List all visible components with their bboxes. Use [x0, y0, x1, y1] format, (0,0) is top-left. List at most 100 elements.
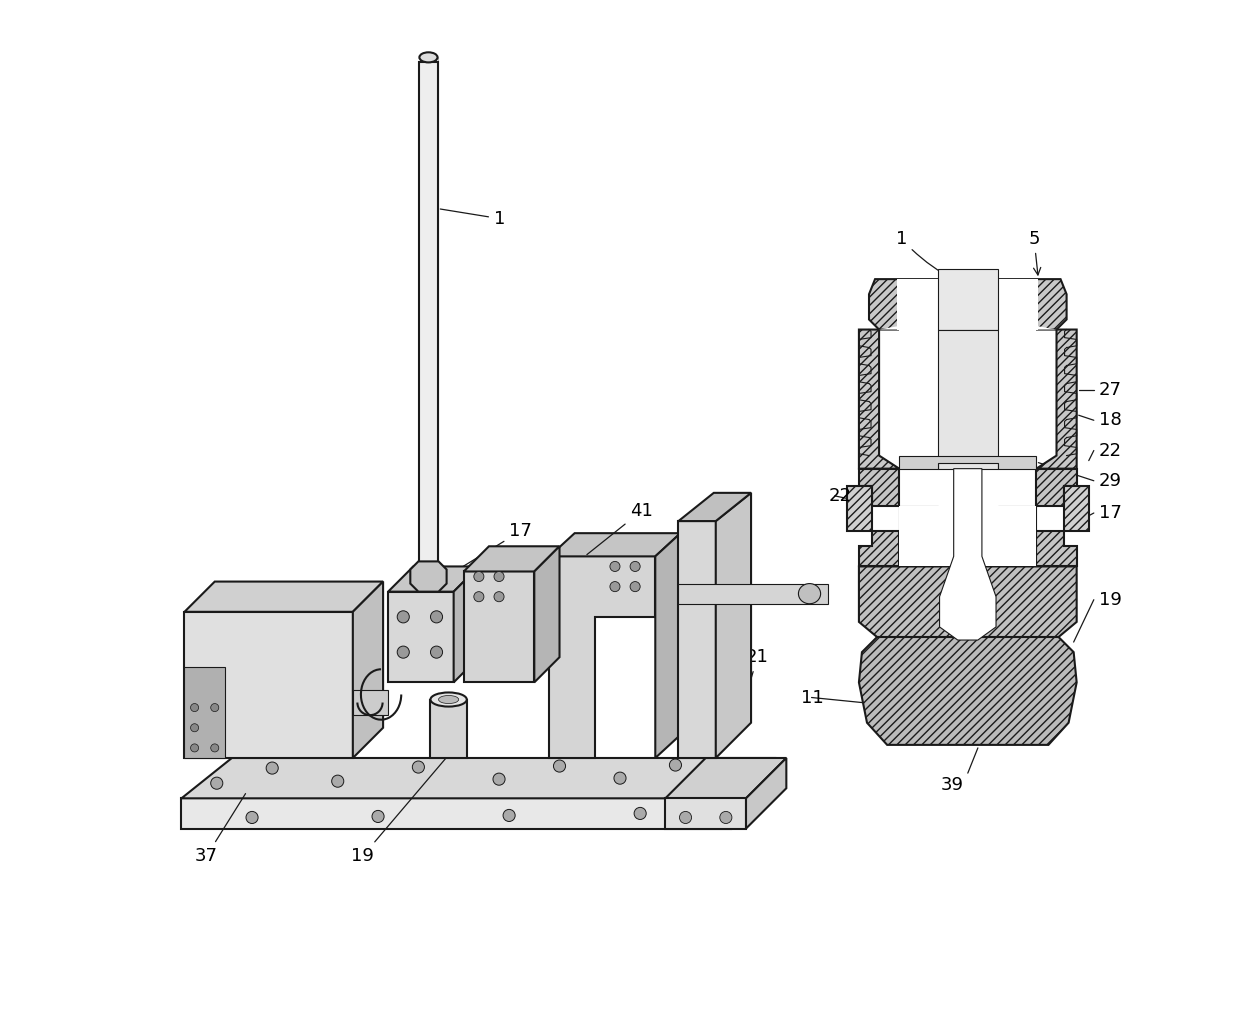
- Polygon shape: [859, 329, 899, 469]
- Text: 21: 21: [742, 648, 769, 710]
- Circle shape: [372, 810, 384, 823]
- Polygon shape: [388, 592, 454, 683]
- Polygon shape: [899, 456, 1037, 469]
- Polygon shape: [1037, 531, 1076, 566]
- Bar: [419, 62, 438, 576]
- Bar: [898, 279, 1038, 329]
- Circle shape: [267, 762, 278, 774]
- Circle shape: [474, 571, 484, 582]
- Circle shape: [634, 807, 646, 820]
- Bar: [937, 329, 998, 469]
- Circle shape: [246, 811, 258, 824]
- Polygon shape: [185, 612, 353, 758]
- Circle shape: [610, 582, 620, 592]
- Polygon shape: [464, 571, 534, 683]
- Text: 17: 17: [1099, 504, 1122, 522]
- Ellipse shape: [417, 568, 440, 580]
- Circle shape: [670, 759, 682, 771]
- Text: 41: 41: [587, 502, 653, 555]
- Polygon shape: [410, 561, 446, 592]
- Polygon shape: [869, 279, 1066, 329]
- Polygon shape: [666, 798, 746, 829]
- Text: 1: 1: [440, 210, 506, 228]
- Text: 1: 1: [897, 230, 954, 279]
- Polygon shape: [879, 325, 1056, 329]
- Polygon shape: [534, 547, 559, 683]
- Polygon shape: [388, 566, 479, 592]
- Text: 22: 22: [828, 486, 852, 505]
- Text: 11: 11: [801, 689, 825, 706]
- Polygon shape: [859, 531, 899, 566]
- Polygon shape: [1064, 485, 1089, 531]
- Circle shape: [719, 811, 732, 824]
- Polygon shape: [655, 533, 681, 758]
- Polygon shape: [454, 566, 479, 683]
- Circle shape: [709, 805, 722, 818]
- Polygon shape: [859, 637, 1076, 745]
- Circle shape: [211, 703, 218, 711]
- Text: 19: 19: [1099, 591, 1122, 609]
- Circle shape: [397, 611, 409, 622]
- Bar: [937, 269, 998, 329]
- Polygon shape: [1037, 329, 1076, 469]
- Text: 5: 5: [1028, 230, 1040, 275]
- Bar: [185, 667, 224, 758]
- Circle shape: [430, 646, 443, 658]
- Polygon shape: [1037, 469, 1076, 506]
- Circle shape: [630, 561, 640, 571]
- Text: 17: 17: [449, 522, 532, 575]
- Polygon shape: [998, 506, 1037, 566]
- Bar: [678, 584, 810, 604]
- Circle shape: [191, 703, 198, 711]
- Ellipse shape: [439, 696, 459, 703]
- Ellipse shape: [799, 584, 821, 604]
- Bar: [899, 506, 1037, 566]
- Circle shape: [494, 773, 505, 785]
- Text: 29: 29: [1099, 472, 1122, 490]
- Polygon shape: [549, 556, 655, 758]
- Polygon shape: [859, 469, 899, 506]
- Circle shape: [211, 744, 218, 752]
- Polygon shape: [353, 582, 383, 758]
- Circle shape: [430, 611, 443, 622]
- Circle shape: [413, 761, 424, 773]
- Bar: [810, 584, 827, 604]
- Polygon shape: [847, 485, 872, 531]
- Circle shape: [614, 772, 626, 784]
- Polygon shape: [181, 758, 776, 798]
- Circle shape: [191, 724, 198, 732]
- Polygon shape: [746, 758, 786, 829]
- Polygon shape: [666, 758, 786, 798]
- Polygon shape: [678, 521, 715, 758]
- Polygon shape: [730, 758, 776, 829]
- Polygon shape: [940, 469, 996, 640]
- Polygon shape: [859, 566, 1076, 637]
- Text: 27: 27: [1099, 381, 1122, 399]
- Polygon shape: [549, 533, 681, 556]
- Text: 37: 37: [195, 794, 246, 865]
- Ellipse shape: [419, 52, 438, 62]
- Circle shape: [630, 582, 640, 592]
- Polygon shape: [464, 547, 559, 571]
- Circle shape: [191, 744, 198, 752]
- Polygon shape: [899, 506, 937, 566]
- Circle shape: [680, 811, 692, 824]
- Text: 19: 19: [351, 757, 446, 865]
- Circle shape: [503, 809, 515, 822]
- Circle shape: [474, 592, 484, 602]
- Circle shape: [553, 760, 565, 772]
- Text: 18: 18: [1099, 411, 1122, 429]
- Polygon shape: [715, 493, 751, 758]
- Circle shape: [331, 775, 343, 787]
- Circle shape: [494, 592, 505, 602]
- Text: 39: 39: [941, 776, 965, 794]
- Polygon shape: [185, 582, 383, 612]
- Bar: [353, 691, 388, 714]
- Circle shape: [397, 646, 409, 658]
- Text: 22: 22: [1099, 442, 1122, 460]
- Circle shape: [610, 561, 620, 571]
- Circle shape: [211, 777, 223, 789]
- Bar: [899, 329, 1037, 469]
- Polygon shape: [181, 798, 730, 829]
- Circle shape: [494, 571, 505, 582]
